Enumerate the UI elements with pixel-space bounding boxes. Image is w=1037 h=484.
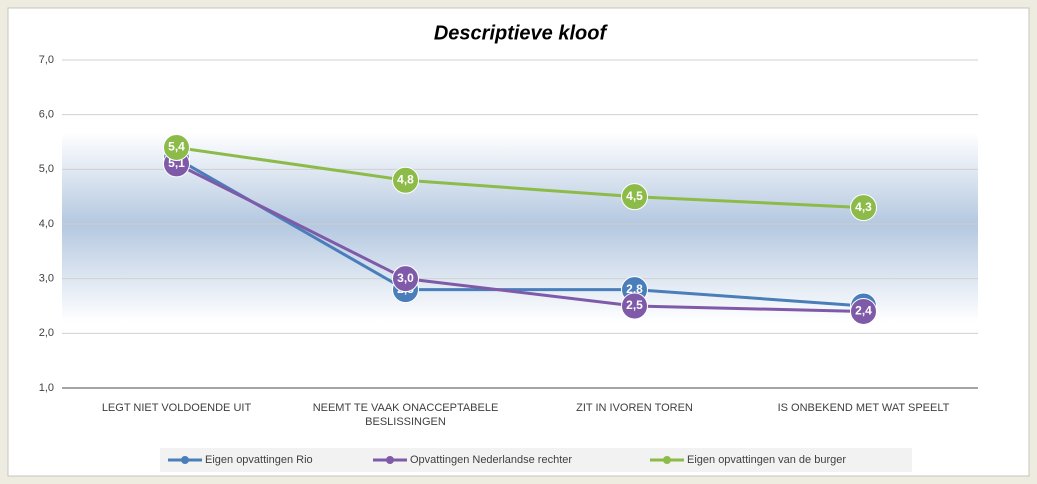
legend-label: Opvattingen Nederlandse rechter <box>410 454 572 466</box>
chart-title: Descriptieve kloof <box>434 22 609 44</box>
legend <box>160 448 912 472</box>
y-tick-label: 5,0 <box>39 163 54 175</box>
data-point <box>392 166 419 194</box>
data-point <box>850 194 877 222</box>
data-label: 2,4 <box>855 304 872 318</box>
y-tick-label: 2,0 <box>39 327 54 339</box>
y-tick-label: 3,0 <box>39 273 54 285</box>
series-line <box>176 145 864 210</box>
data-point <box>392 265 419 293</box>
y-tick-label: 1,0 <box>39 382 54 394</box>
legend-marker <box>663 456 671 464</box>
x-tick-label: NEEMT TE VAAK ONACCEPTABELE BESLISSINGEN <box>312 402 499 428</box>
data-label: 4,3 <box>855 200 872 214</box>
x-tick-label: IS ONBEKEND MET WAT SPEELT <box>777 402 950 414</box>
series-line <box>175 162 864 313</box>
data-label: 5,4 <box>168 140 185 154</box>
data-point <box>163 133 190 161</box>
data-label: 4,8 <box>397 172 414 186</box>
series-line <box>175 157 864 308</box>
legend-label: Eigen opvattingen van de burger <box>687 454 846 466</box>
y-tick-label: 4,0 <box>39 218 54 230</box>
legend-marker <box>181 456 189 464</box>
legend-label: Eigen opvattingen Rio <box>205 454 313 466</box>
x-tick-label: LEGT NIET VOLDOENDE UIT <box>101 402 252 414</box>
data-label: 2,8 <box>626 282 643 296</box>
data-point <box>850 297 877 325</box>
data-point <box>621 292 648 320</box>
legend-marker <box>386 456 394 464</box>
data-label: 3,0 <box>397 271 414 285</box>
y-tick-label: 6,0 <box>39 109 54 121</box>
data-label: 2,5 <box>626 298 643 312</box>
data-point <box>621 183 648 211</box>
data-label: 4,5 <box>626 189 643 203</box>
x-tick-label: ZIT IN IVOREN TOREN <box>576 402 693 414</box>
y-tick-label: 7,0 <box>39 54 54 66</box>
